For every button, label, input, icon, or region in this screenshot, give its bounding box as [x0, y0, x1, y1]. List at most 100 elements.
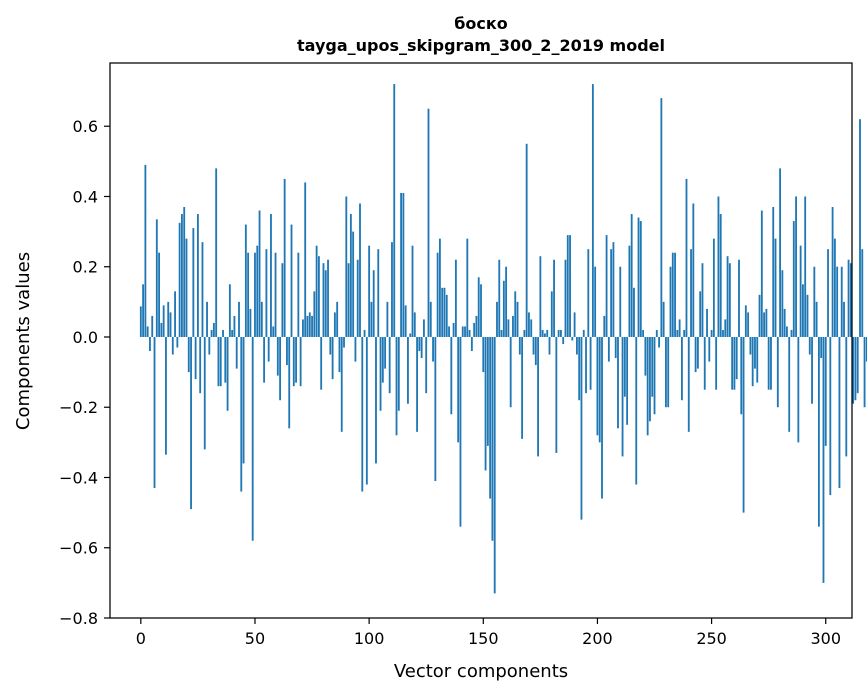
bar-50: [254, 252, 256, 337]
bar-165: [516, 301, 519, 337]
chart-title: боско: [454, 14, 508, 33]
bar-38: [226, 336, 229, 411]
bar-93: [352, 231, 355, 337]
bar-246: [701, 263, 704, 337]
bar-213: [626, 336, 629, 425]
bar-88: [340, 336, 343, 432]
bar-45: [242, 336, 245, 464]
bar-98: [363, 329, 366, 337]
bar-34: [217, 336, 220, 387]
bar-286: [792, 221, 795, 337]
y-axis-ticks: −0.8 −0.6 −0.4 −0.2 0.0 0.2 0.4 0.6: [59, 117, 110, 628]
bar-146: [473, 322, 476, 337]
bar-109: [388, 336, 391, 394]
bar-255: [722, 329, 724, 337]
x-tick-label: 0: [136, 629, 146, 648]
bar-101: [370, 301, 373, 337]
bar-284: [788, 336, 791, 432]
bar-0: [139, 306, 142, 337]
bar-279: [776, 336, 779, 408]
bar-68: [295, 336, 297, 383]
bar-119: [411, 245, 414, 337]
bar-37: [224, 336, 227, 383]
bar-308: [843, 301, 845, 337]
bar-74: [308, 312, 311, 337]
bar-240: [687, 336, 690, 432]
bar-190: [573, 312, 576, 337]
bar-73: [306, 315, 309, 337]
bar-154: [491, 336, 494, 541]
bar-65: [288, 336, 291, 429]
bar-28: [203, 336, 206, 450]
bar-164: [514, 291, 517, 337]
bar-142: [464, 326, 466, 337]
bar-195: [585, 336, 587, 394]
y-tick-label: 0.0: [73, 328, 98, 347]
bar-102: [372, 270, 375, 337]
bar-176: [541, 329, 544, 337]
bar-274: [765, 308, 768, 337]
bar-172: [532, 336, 535, 355]
bar-273: [763, 312, 766, 337]
bar-216: [633, 287, 635, 337]
bar-269: [754, 336, 756, 369]
bar-168: [523, 329, 526, 337]
bar-184: [559, 329, 562, 337]
bar-224: [651, 336, 654, 397]
bar-117: [407, 336, 409, 404]
bar-228: [660, 98, 663, 337]
bar-8: [158, 252, 160, 337]
bar-94: [354, 336, 357, 362]
bar-193: [580, 336, 583, 520]
bar-229: [662, 301, 665, 337]
bar-205: [607, 336, 610, 362]
bar-78: [317, 256, 320, 337]
bar-44: [240, 336, 243, 492]
bar-25: [196, 214, 199, 337]
bar-67: [292, 336, 295, 387]
x-axis-ticks: 0 50 100 150 200 250 300: [136, 618, 841, 648]
bar-247: [703, 336, 706, 390]
bar-103: [375, 336, 377, 464]
bar-236: [678, 319, 681, 337]
bar-35: [219, 336, 222, 387]
bar-267: [749, 336, 752, 355]
bar-85: [333, 312, 336, 337]
bar-295: [813, 266, 816, 337]
y-tick-label: 0.2: [73, 258, 98, 277]
bar-49: [251, 336, 254, 541]
bar-62: [281, 263, 284, 337]
bar-235: [676, 329, 679, 337]
bar-209: [617, 336, 619, 429]
bar-175: [539, 256, 542, 337]
bar-3: [146, 326, 149, 337]
bar-118: [409, 333, 412, 337]
bar-293: [808, 336, 811, 355]
bar-314: [856, 336, 859, 394]
bar-312: [852, 336, 855, 404]
bar-143: [466, 238, 469, 337]
bar-309: [845, 336, 848, 457]
bar-207: [612, 242, 615, 337]
bar-31: [210, 329, 213, 337]
bar-181: [553, 259, 555, 337]
bar-263: [740, 336, 743, 415]
bar-116: [404, 305, 407, 337]
bar-241: [690, 249, 692, 337]
bar-91: [347, 263, 350, 337]
bar-291: [804, 196, 807, 337]
bar-79: [320, 336, 323, 390]
bar-136: [450, 336, 453, 415]
bar-153: [489, 336, 492, 499]
bar-280: [779, 168, 781, 337]
bar-185: [562, 336, 565, 345]
bar-39: [228, 284, 231, 337]
bar-167: [521, 336, 524, 439]
bar-251: [712, 238, 715, 337]
y-tick-label: −0.4: [59, 468, 98, 487]
plot-frame: [109, 62, 853, 619]
bar-134: [445, 294, 448, 337]
bar-203: [603, 315, 606, 337]
bar-147: [475, 315, 478, 337]
x-tick-label: 200: [582, 629, 613, 648]
